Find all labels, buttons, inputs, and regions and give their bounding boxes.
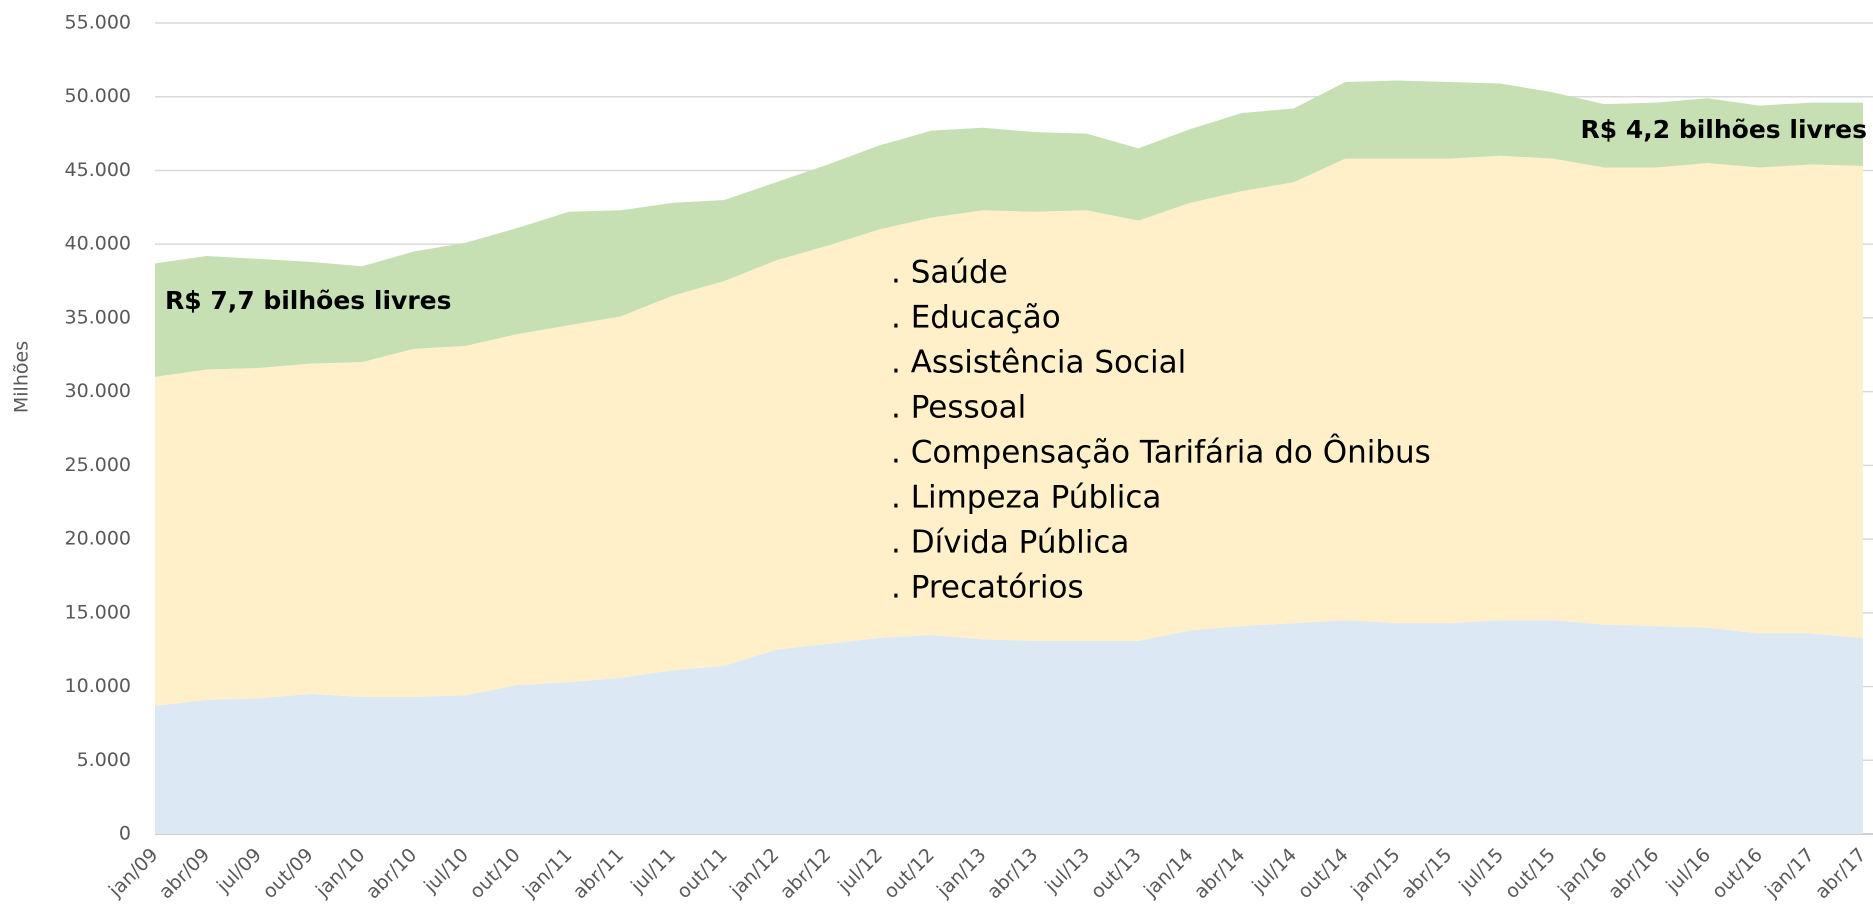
list-item: . Assistência Social: [891, 345, 1186, 381]
x-tick-label: abr/16: [1604, 844, 1663, 903]
list-item: . Dívida Pública: [891, 525, 1129, 561]
x-tick-label: out/10: [466, 844, 525, 903]
area: [155, 80, 1863, 377]
x-tick-label: abr/17: [1811, 844, 1870, 903]
list-item: . Saúde: [891, 255, 1008, 291]
y-tick-label: 30.000: [65, 380, 131, 402]
x-tick-label: out/12: [880, 844, 939, 903]
x-tick-label: jul/09: [212, 844, 266, 898]
annotation: R$ 4,2 bilhões livres: [1581, 115, 1868, 144]
y-tick-label: 50.000: [65, 85, 131, 107]
areas: [155, 22, 1873, 835]
x-tick-label: jan/12: [725, 844, 783, 902]
y-tick-label: 25.000: [65, 454, 131, 476]
x-tick-label: jan/16: [1553, 844, 1611, 902]
x-tick-label: jul/15: [1454, 844, 1508, 898]
y-tick-label: 45.000: [65, 159, 131, 181]
x-tick-label: abr/09: [155, 844, 214, 903]
x-tick-label: abr/11: [569, 844, 628, 903]
x-tick-label: out/16: [1708, 844, 1767, 903]
y-tick-label: 20.000: [65, 528, 131, 550]
x-tick-label: abr/13: [983, 844, 1042, 903]
x-tick-label: out/13: [1087, 844, 1146, 903]
list-item: . Educação: [891, 300, 1061, 336]
x-tick-label: jan/15: [1346, 844, 1404, 902]
annotation: R$ 7,7 bilhões livres: [165, 286, 452, 315]
x-tick-label: jan/11: [518, 844, 576, 902]
y-tick-label: 40.000: [65, 233, 131, 255]
x-tick-label: jan/14: [1139, 844, 1197, 902]
list-item: . Pessoal: [891, 390, 1026, 426]
x-tick-label: out/09: [259, 844, 318, 903]
list-item: . Limpeza Pública: [891, 480, 1161, 516]
x-tick-label: out/14: [1294, 844, 1353, 903]
x-tick-label: jul/14: [1247, 844, 1301, 898]
x-tick-label: out/15: [1501, 844, 1560, 903]
x-tick-label: jan/10: [311, 844, 369, 902]
x-tick-label: abr/15: [1397, 844, 1456, 903]
y-tick-label: 0: [119, 823, 131, 845]
x-tick-label: abr/12: [776, 844, 835, 903]
x-tick-label: jul/10: [419, 844, 473, 898]
y-tick-label: 55.000: [65, 12, 131, 34]
y-tick-label: 5.000: [77, 749, 131, 771]
area: [155, 620, 1863, 834]
list-item: . Precatórios: [891, 570, 1084, 606]
x-tick-label: jan/09: [104, 844, 162, 902]
x-tick-label: abr/14: [1190, 844, 1249, 903]
y-tick-label: 15.000: [65, 601, 131, 623]
y-axis-label: Milhões: [11, 341, 33, 413]
y-tick-label: 35.000: [65, 306, 131, 328]
y-tick-label: 10.000: [65, 675, 131, 697]
x-tick-label: jul/12: [833, 844, 887, 898]
x-tick-label: jul/11: [626, 844, 680, 898]
list-item: . Compensação Tarifária do Ônibus: [891, 434, 1431, 471]
x-tick-label: jul/13: [1040, 844, 1094, 898]
area: [155, 155, 1863, 706]
x-tick-label: jan/13: [932, 844, 990, 902]
x-tick-label: jan/17: [1760, 844, 1818, 902]
x-tick-label: out/11: [673, 844, 732, 903]
x-tick-label: abr/10: [362, 844, 421, 903]
x-tick-label: jul/16: [1661, 844, 1715, 898]
